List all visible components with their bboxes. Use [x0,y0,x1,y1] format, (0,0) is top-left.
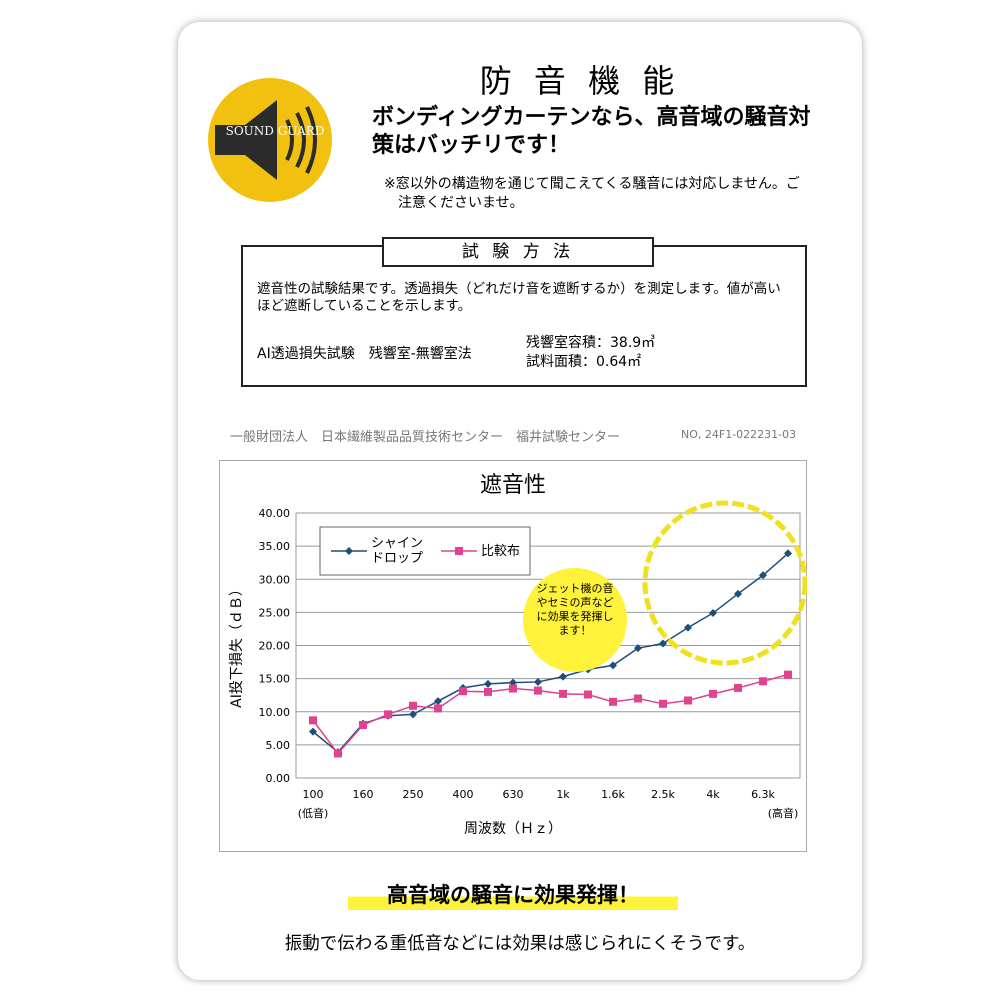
y-tick-label: 35.00 [259,540,291,553]
y-tick-label: 0.00 [266,772,291,785]
point [409,701,417,710]
point [309,716,317,725]
chart-title: 遮音性 [480,473,546,498]
x-tick-label: 6.3k [751,788,775,801]
x-tick-label: 400 [453,788,474,801]
y-tick-label: 5.00 [266,739,291,752]
point [784,670,792,679]
point [609,697,617,706]
point [759,677,767,686]
series-line [312,673,789,755]
x-tick-label: 160 [353,788,374,801]
series-line [312,552,789,754]
point [684,696,692,705]
source-org: 一般財団法人 日本繊維製品品質技術センター 福井試験センター [230,430,621,445]
point [434,697,442,706]
point [334,749,342,758]
point [659,699,667,708]
title: 防 音 機 能 [479,62,681,100]
method-title: 試 験 方 法 [382,237,654,267]
y-tick-label: 10.00 [259,706,291,719]
logo-text: SOUND GUARD [226,124,325,138]
chart: 遮音性 AI投下損失（ｄＢ） 周波数（Ｈｚ） (低音) (高音) 0.00 5.0… [229,473,807,837]
point [709,689,717,698]
sound-waves [285,106,317,174]
point [684,623,692,632]
x-tick-label: 4k [706,788,720,801]
point [459,687,467,696]
point [784,549,792,558]
annotation: (高音) [768,806,799,820]
point [584,690,592,699]
headline: ボンディングカーテンなら、高音域の騒音対策はバッチリです！ [372,105,811,158]
legend-label-box: シャイン ドロップ [371,536,424,566]
x-tick-label: 1.6k [601,788,625,801]
x-tick-label: 100 [303,788,324,801]
point [359,721,367,729]
legend-marker [345,547,353,555]
legend-marker [455,547,463,555]
point [309,727,317,736]
footer-text: 振動で伝わる重低音などには効果は感じられにくそうです。 [284,934,756,954]
y-tick-label: 30.00 [259,573,291,586]
point [734,683,742,692]
x-tick-label: 2.5k [651,788,675,801]
spec: 残響室容積：38.9㎥ [526,335,656,351]
chart-frame [219,460,807,852]
point [609,661,617,670]
point [509,684,517,693]
legend-label: 比較布 [481,543,521,559]
method-specs: 残響室容積：38.9㎥ 試料面積：0.64㎡ [526,334,655,372]
point [434,704,442,713]
legend-label-box: 比較布 [481,543,521,559]
x-axis-label: 周波数（Ｈｚ） [464,821,562,837]
x-tick-label: 630 [503,788,524,801]
x-tick-label: 250 [403,788,424,801]
spec: 試料面積：0.64㎡ [526,354,642,370]
y-tick-label: 40.00 [259,507,291,520]
point [634,644,642,653]
callout: ジェット機の音やセミの声などに効果を発揮します！ [536,582,614,637]
method-text: 遮音性の試験結果です。透過損失（どれだけ音を遮断するか）を測定します。値が高いほ… [257,281,781,314]
point [559,672,567,681]
point [534,677,542,686]
point [759,571,767,580]
callout-bubble [523,568,627,672]
logo: SOUND GUARD [208,78,332,202]
point [659,639,667,648]
speaker [215,100,277,180]
note: ※窓以外の構造物を通じて聞こえてくる騒音には対応しません。ご注意くださいませ。 [384,176,800,211]
annotation: (低音) [298,806,329,820]
x-tick-label: 1k [556,788,570,801]
source-number: NO, 24F1-022231-03 [681,428,797,441]
y-axis-label: AI投下損失（ｄＢ） [229,582,245,708]
highlight: 高音域の騒音に効果発揮！ [348,880,678,910]
y-tick-label: 20.00 [259,640,291,653]
point [534,686,542,695]
y-tick-label: 25.00 [259,606,291,619]
highlight-ring [642,500,807,666]
point [384,710,392,719]
point [709,609,717,618]
point [484,687,492,696]
point [484,679,492,688]
point [409,710,417,719]
point [734,589,742,598]
point [559,689,567,698]
point [634,694,642,703]
y-tick-label: 15.00 [259,673,291,686]
legend-label: シャイン ドロップ [371,536,424,566]
method-test: AI透過損失試験 残響室-無響室法 [257,346,472,362]
callout-box: ジェット機の音やセミの声などに効果を発揮します！ [536,582,614,637]
